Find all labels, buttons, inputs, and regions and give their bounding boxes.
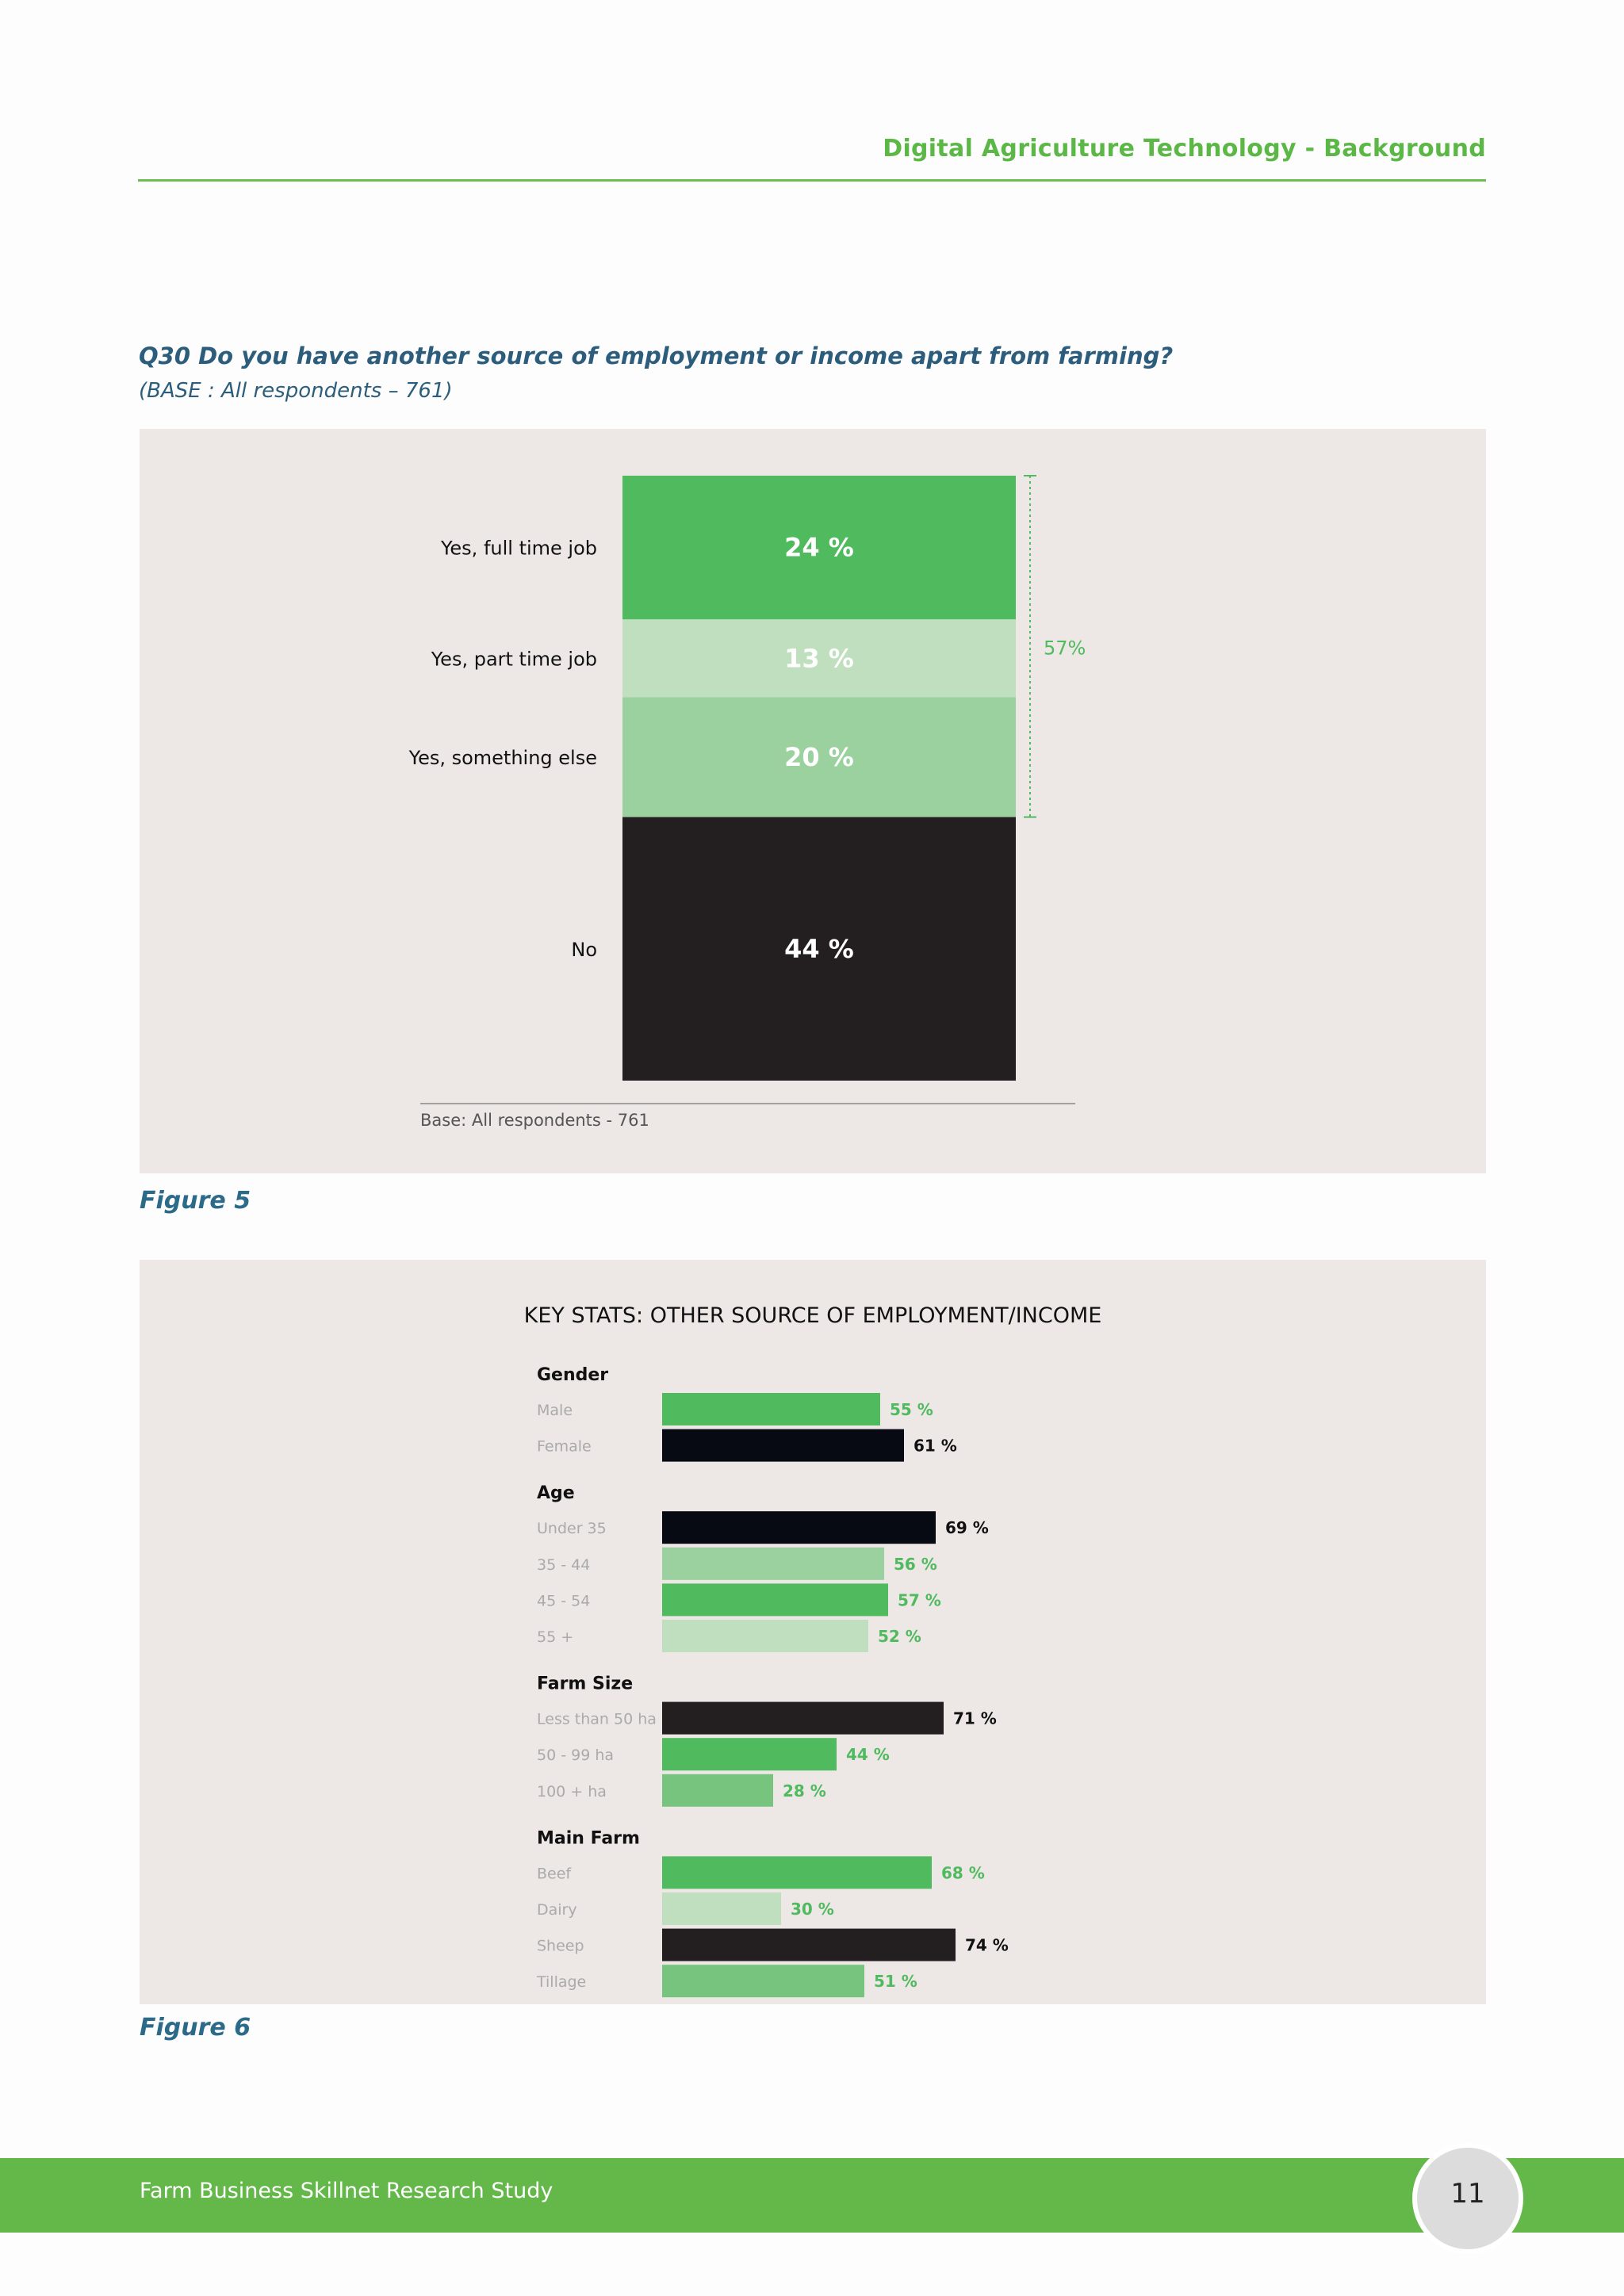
group-heading: Gender [537,1365,608,1385]
stack-segment-1 [622,476,1016,620]
key-stat-bar [662,1965,864,1998]
key-stat-bar [662,1738,837,1771]
key-stat-value: 56 % [894,1555,937,1574]
key-stat-category: Dairy [537,1901,577,1919]
key-stat-value: 28 % [783,1781,826,1800]
key-stat-category: Female [537,1438,592,1456]
key-stat-value: 55 % [890,1400,933,1419]
key-stat-category: Under 35 [537,1520,607,1537]
stack-category-label: No [571,939,597,961]
key-stat-value: 71 % [953,1709,997,1728]
key-stat-category: Tillage [536,1973,586,1991]
group-heading: Main Farm [537,1828,640,1848]
key-stat-category: Sheep [537,1938,584,1955]
key-stat-category: Beef [537,1865,572,1882]
key-stat-value: 74 % [965,1936,1009,1955]
key-stat-category: 55 + [537,1628,573,1646]
key-stat-value: 51 % [874,1972,917,1991]
stack-category-label: Yes, part time job [431,648,597,670]
key-stat-bar [662,1620,868,1652]
question-base: (BASE : All respondents – 761) [139,379,453,403]
key-stat-bar [662,1892,781,1925]
figure-5-panel: 24 % Yes, full time job 13 % Yes, part time… [140,429,1486,1173]
stack-segment-3 [622,697,1016,817]
key-stat-category: 50 - 99 ha [537,1747,614,1764]
key-stat-value: 52 % [878,1627,921,1646]
stack-segment-4 [622,817,1016,1081]
stack-value-label: 20 % [784,742,854,772]
key-stat-category: 45 - 54 [537,1592,590,1609]
stack-value-label: 13 % [784,643,854,673]
key-stat-bar [662,1511,936,1544]
footer-band [0,2158,1624,2233]
group-heading: Farm Size [537,1674,633,1694]
bracket-total-label: 57% [1044,637,1086,659]
stack-segment-2 [622,619,1016,698]
key-stat-value: 30 % [791,1900,834,1919]
key-stat-bar [662,1774,773,1807]
key-stat-bar [662,1928,956,1961]
page-number: 11 [1450,2178,1485,2210]
header-rule [138,179,1486,182]
key-stat-bar [662,1429,904,1462]
key-stat-value: 61 % [914,1437,957,1456]
key-stat-category: Male [537,1402,573,1419]
key-stats-bar-chart: KEY STATS: OTHER SOURCE OF EMPLOYMENT/IN… [524,1303,1102,1998]
stack-value-label: 24 % [784,533,854,563]
key-stat-category: Less than 50 ha [537,1711,657,1728]
key-stat-value: 44 % [846,1745,890,1764]
key-stat-bar [662,1393,880,1425]
key-stat-value: 69 % [945,1518,989,1537]
group-heading: Age [537,1483,575,1503]
key-stat-bar [662,1547,884,1580]
key-stat-value: 68 % [941,1863,985,1882]
key-stat-category: 100 + ha [537,1783,607,1800]
key-stat-value: 57 % [898,1590,941,1609]
section-title: Digital Agriculture Technology - Backgro… [883,135,1486,163]
footer-study-name: Farm Business Skillnet Research Study [140,2179,553,2203]
key-stats-title: KEY STATS: OTHER SOURCE OF EMPLOYMENT/IN… [524,1303,1102,1328]
stack-category-label: Yes, something else [408,747,597,769]
question-title: Q30 Do you have another source of employ… [139,342,1174,369]
key-stat-bar [662,1856,932,1889]
key-stat-bar [662,1583,888,1617]
key-stat-category: 35 - 44 [537,1556,590,1574]
stacked-bar-chart: 24 % Yes, full time job 13 % Yes, part time… [408,475,1086,1130]
figure-6-panel: KEY STATS: OTHER SOURCE OF EMPLOYMENT/IN… [140,1260,1486,2004]
figure-5-caption: Figure 5 [140,1187,251,1215]
stack-value-label: 44 % [784,934,854,964]
figure-6-caption: Figure 6 [140,2014,251,2042]
page-number-badge [1412,2143,1523,2254]
base-note: Base: All respondents - 761 [420,1111,649,1130]
key-stat-bar [662,1701,944,1735]
stack-category-label: Yes, full time job [440,538,597,560]
